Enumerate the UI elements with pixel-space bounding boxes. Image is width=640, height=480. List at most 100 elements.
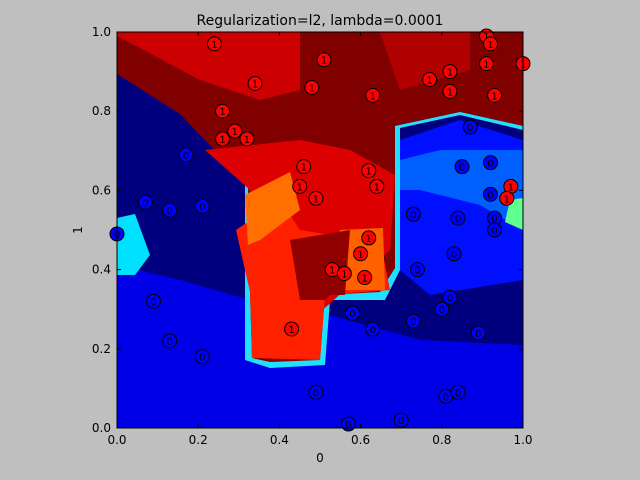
data-point-class-1: 1: [369, 178, 385, 194]
region-orange: [245, 172, 300, 245]
x-tick-label: 0.2: [189, 433, 208, 447]
point-label: 0: [447, 293, 453, 304]
point-label: 1: [366, 234, 372, 245]
point-label: 1: [288, 325, 294, 336]
point-marker: [361, 163, 377, 179]
point-marker: [442, 83, 458, 99]
data-point-class-1: 1: [353, 246, 369, 262]
point-label: 1: [487, 40, 493, 51]
region-darkred-lower: [290, 230, 350, 300]
point-marker: [296, 159, 312, 175]
plot-frame: [116, 31, 524, 429]
point-marker: [146, 293, 162, 309]
point-marker: [308, 384, 324, 400]
point-marker: [365, 321, 381, 337]
point-marker: [499, 190, 515, 206]
data-point-class-1: 1: [284, 321, 300, 337]
point-label: 0: [313, 388, 319, 399]
point-marker: [353, 246, 369, 262]
point-label: 1: [329, 266, 335, 277]
data-point-class-0: 0: [405, 313, 421, 329]
point-label: 1: [447, 68, 453, 79]
data-point-class-0: 0: [162, 202, 178, 218]
point-marker: [409, 262, 425, 278]
point-marker: [357, 270, 373, 286]
data-point-class-1: 1: [316, 52, 332, 68]
data-point-class-1: 1: [215, 131, 231, 147]
point-label: 1: [483, 60, 489, 71]
y-tick-label: 0.6: [92, 183, 111, 197]
data-point-class-0: 0: [487, 222, 503, 238]
data-point-class-0: 0: [146, 293, 162, 309]
point-label: 1: [232, 127, 238, 138]
point-label: 1: [313, 194, 319, 205]
point-label: 0: [487, 190, 493, 201]
point-label: 0: [487, 159, 493, 170]
point-marker: [247, 75, 263, 91]
point-marker: [215, 103, 231, 119]
point-marker: [365, 87, 381, 103]
point-label: 1: [309, 83, 315, 94]
data-point-class-1: 1: [292, 178, 308, 194]
point-marker: [487, 87, 503, 103]
data-point-class-0: 0: [454, 159, 470, 175]
point-label: 1: [321, 56, 327, 67]
data-point-class-0: 0: [162, 333, 178, 349]
point-label: 0: [199, 353, 205, 364]
point-marker: [137, 194, 153, 210]
point-marker: [206, 36, 222, 52]
data-point-class-0: 0: [405, 206, 421, 222]
data-point-class-1: 1: [206, 36, 222, 52]
point-marker: [478, 56, 494, 72]
data-point-class-0: 0: [442, 289, 458, 305]
point-marker: [162, 333, 178, 349]
x-tick-label: 1.0: [513, 433, 532, 447]
point-marker: [292, 178, 308, 194]
data-point-class-0: 0: [178, 147, 194, 163]
point-label: 0: [167, 337, 173, 348]
point-label: 0: [398, 416, 404, 427]
x-tick-label: 0.4: [270, 433, 289, 447]
point-marker: [470, 325, 486, 341]
x-tick-label: 0.8: [432, 433, 451, 447]
point-label: 0: [410, 317, 416, 328]
point-label: 1: [426, 76, 432, 87]
data-point-class-0: 0: [194, 349, 210, 365]
point-label: 0: [142, 198, 148, 209]
data-point-class-1: 1: [336, 266, 352, 282]
x-tick-label: 0.6: [351, 433, 370, 447]
data-point-class-1: 1: [215, 103, 231, 119]
data-point-class-1: 1: [357, 270, 373, 286]
point-label: 1: [357, 250, 363, 261]
data-point-class-1: 1: [442, 83, 458, 99]
point-label: 1: [297, 182, 303, 193]
point-marker: [442, 289, 458, 305]
point-marker: [215, 131, 231, 147]
point-marker: [483, 36, 499, 52]
point-label: 0: [150, 297, 156, 308]
point-label: 0: [459, 163, 465, 174]
point-marker: [446, 246, 462, 262]
point-label: 1: [374, 182, 380, 193]
point-marker: [483, 155, 499, 171]
data-point-class-1: 1: [478, 56, 494, 72]
data-point-class-0: 0: [340, 416, 356, 432]
data-point-class-0: 0: [365, 321, 381, 337]
point-label: 1: [361, 274, 367, 285]
data-point-class-1: 1: [442, 64, 458, 80]
point-marker: [361, 230, 377, 246]
point-label: 0: [475, 329, 481, 340]
data-point-class-0: 0: [470, 325, 486, 341]
data-point-class-1: 1: [422, 72, 438, 88]
data-point-class-0: 0: [393, 412, 409, 428]
data-point-class-1: 1: [487, 87, 503, 103]
point-label: 0: [467, 123, 473, 134]
data-point-class-0: 0: [137, 194, 153, 210]
x-axis-label: 0: [316, 451, 324, 465]
point-marker: [434, 301, 450, 317]
data-point-class-0: 0: [434, 301, 450, 317]
point-label: 1: [244, 135, 250, 146]
data-point-class-0: 0: [194, 198, 210, 214]
